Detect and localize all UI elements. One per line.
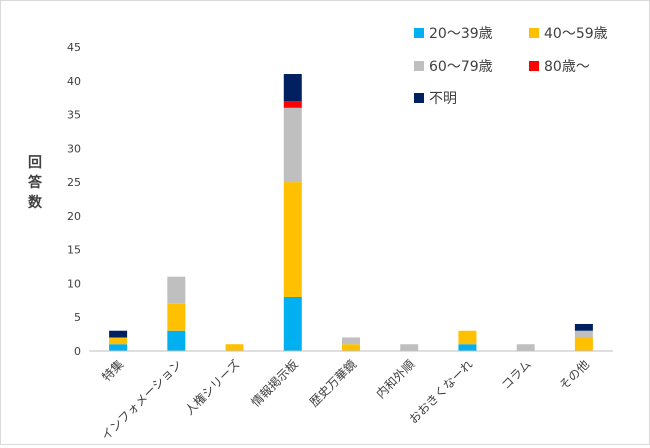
y-tick-label: 30 [67,142,81,155]
legend-label: 40〜59歳 [544,26,608,42]
x-tick-label: コラム [499,357,534,392]
bar-segment [225,344,244,351]
y-axis-label-char: 答 [28,174,43,191]
bar-segment [109,344,128,351]
y-axis-label: 回答数 [28,155,43,211]
y-tick-label: 45 [67,41,81,54]
bar-segment [283,182,302,297]
legend-swatch [529,61,539,71]
legend-label: 不明 [429,91,457,107]
legend-swatch [414,93,424,103]
bar-segment [167,276,186,304]
x-tick-label: 歴史万華鏡 [306,357,359,410]
bar-segment [342,337,360,345]
bar-segment [342,344,360,351]
bar-segment [574,330,593,338]
y-tick-label: 40 [67,75,81,88]
y-tick-label: 0 [74,345,81,358]
bar-segment [574,337,593,351]
bar-segment [109,337,128,345]
y-tick-label: 5 [74,311,81,324]
legend: 20〜39歳 40〜59歳 60〜79歳 80歳〜不明 [414,26,608,107]
bar-segment [283,74,302,102]
bar-segment [283,101,302,108]
legend-swatch [529,28,539,38]
bars [109,74,593,351]
legend-swatch [414,61,424,71]
legend-label: 80歳〜 [544,59,590,75]
y-axis-ticks: 0 5 10 15 20 25 30 35 40 45 [67,41,81,358]
bar-segment [167,330,186,351]
y-axis-label-char: 回 [28,155,42,171]
bar-segment [574,323,593,331]
bar-segment [400,344,419,351]
x-tick-label: その他 [557,357,592,392]
y-tick-label: 20 [67,210,81,223]
y-tick-label: 35 [67,109,81,122]
y-tick-label: 25 [67,176,81,189]
legend-label: 60〜79歳 [429,59,493,75]
legend-label: 20〜39歳 [429,26,493,42]
y-axis-label-char: 数 [28,194,43,211]
y-tick-label: 15 [67,244,81,257]
x-tick-label: 人権シリーズ [182,357,243,418]
bar-segment [283,296,302,351]
bar-segment [283,107,302,183]
x-tick-label: 情報掲示板 [248,357,301,410]
bar-segment [167,303,186,331]
bar-segment [458,344,477,351]
y-tick-label: 10 [67,277,81,290]
bar-segment [109,330,128,338]
bar-segment [458,330,477,345]
x-tick-label: 内和外順 [373,357,417,401]
x-tick-label: 特集 [99,357,127,385]
legend-swatch [414,28,424,38]
bar-segment [516,344,535,351]
